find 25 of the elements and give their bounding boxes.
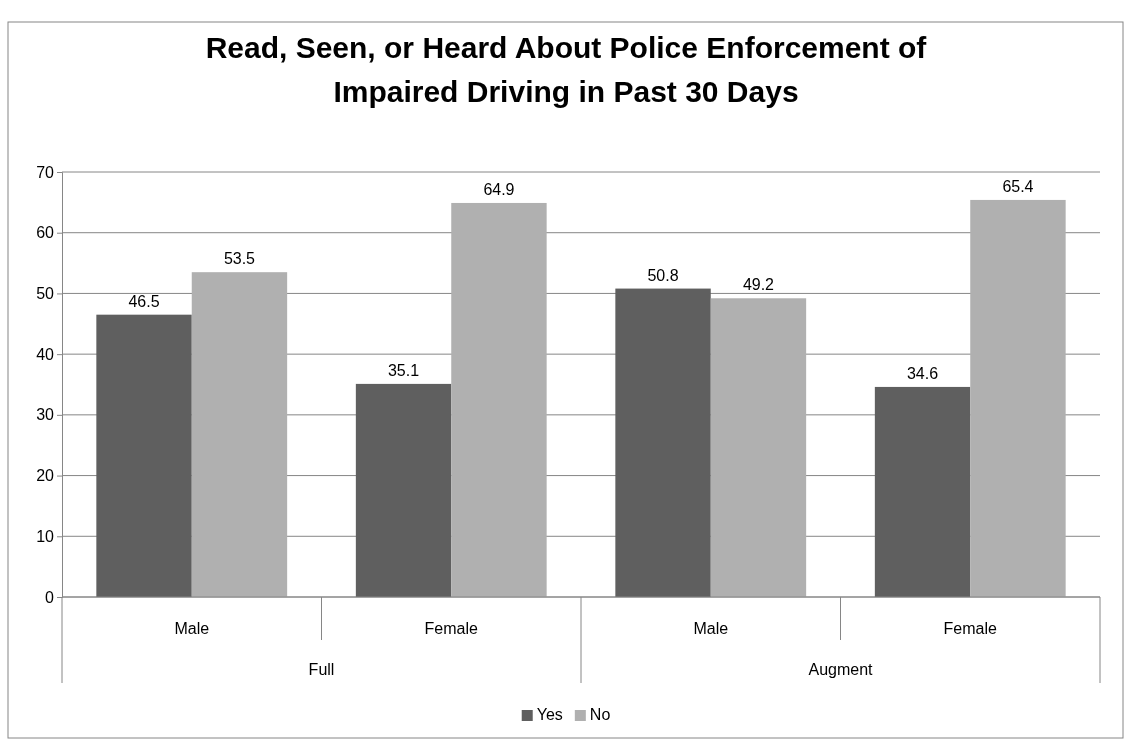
y-tick-label: 0 [45,588,55,606]
data-label: 49.2 [742,276,775,294]
legend-label: No [589,706,611,723]
y-tick-label: 30 [36,406,55,424]
data-label: 50.8 [647,266,679,284]
chart-title: Read, Seen, or Heard About Police Enforcement of Impaired Driving in Past 30 Days [205,31,928,108]
x-tick-label: Female [424,620,479,637]
y-tick-label: 50 [36,285,55,303]
y-tick-label: 20 [36,467,55,485]
data-label: 46.5 [128,292,160,310]
data-label: 35.1 [387,361,420,379]
x-tick-label: Male [693,620,729,637]
data-label: 34.6 [906,364,939,382]
data-label: 53.5 [223,250,256,268]
y-tick-label: 10 [36,527,55,545]
y-tick-label: 40 [36,345,55,363]
data-label: 65.4 [1002,177,1034,195]
legend-label: Yes [536,706,563,723]
x-tick-label: Male [174,620,210,637]
x-tick-label: Female [943,620,998,637]
text: Full [308,661,335,678]
y-tick-label: 70 [36,163,55,181]
data-label: 64.9 [483,180,515,198]
text: Augment [808,661,874,678]
y-tick-label: 60 [36,224,55,242]
